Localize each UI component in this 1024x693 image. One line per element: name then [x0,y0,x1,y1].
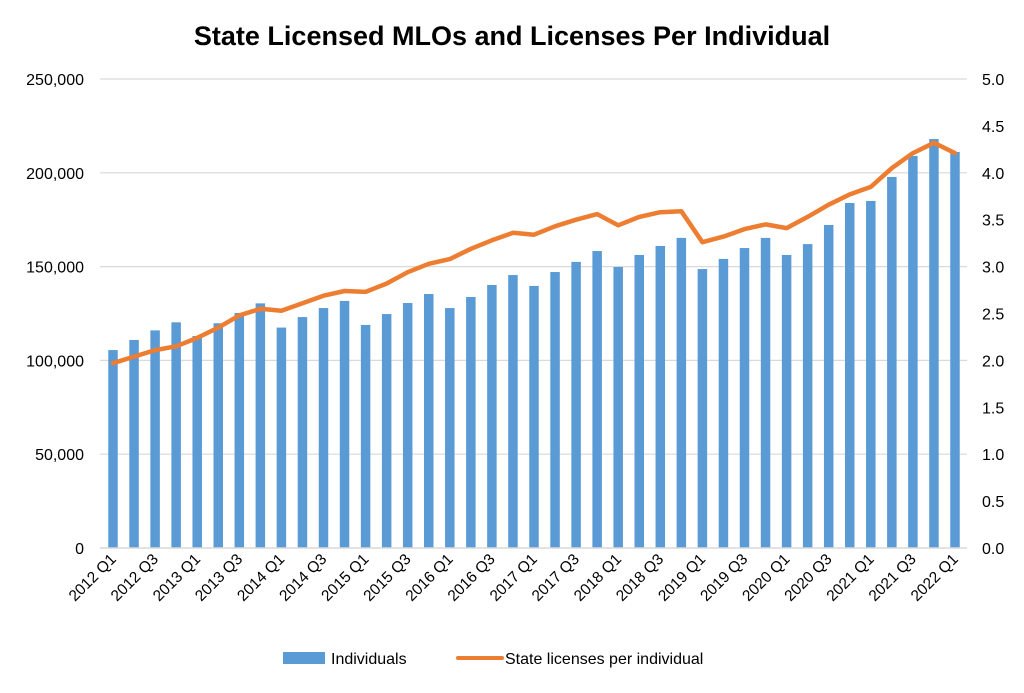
legend: Individuals State licenses per individua… [283,651,703,668]
gridlines [100,78,967,455]
bar [276,327,287,548]
bar [655,245,666,549]
y-tick-label-left: 0 [75,541,84,558]
bar [487,284,497,548]
y-axis-left: 0 50,000 100,000 150,000 200,000 250,000 [26,72,84,558]
legend-label-licenses-per-individual: State licenses per individual [505,651,703,668]
bar-series-individuals [108,139,960,549]
y-tick-label-right: 5.0 [982,72,1004,89]
bar [424,293,434,548]
y-tick-label-right: 2.5 [982,307,1004,324]
y-tick-label-left: 50,000 [35,447,84,464]
chart-title: State Licensed MLOs and Licenses Per Ind… [194,21,830,51]
bar [908,155,918,548]
y-tick-label-right: 3.0 [982,260,1004,277]
bar [550,272,560,548]
bar [466,296,476,548]
bar [950,151,960,549]
x-tick-label: 2022 Q1 [908,551,962,605]
bar [150,330,160,548]
bar [339,300,350,548]
bar [613,266,623,548]
bar [739,248,750,549]
bar [381,314,392,548]
y-axis-right: 0.0 0.5 1.0 1.5 2.0 2.5 3.0 3.5 4.0 4.5 5.0 [982,72,1004,558]
legend-item-individuals[interactable]: Individuals [283,651,407,668]
bar [297,317,308,548]
y-tick-label-right: 3.5 [982,213,1004,230]
legend-label-individuals: Individuals [331,651,407,668]
bar [760,237,771,548]
y-tick-label-right: 1.0 [982,447,1004,464]
bar [213,323,223,548]
bar [929,139,939,549]
bar [255,303,266,548]
bar [445,308,455,548]
bar [866,200,876,548]
bar [129,339,139,548]
bar [592,251,602,548]
bar [634,254,644,548]
bar [571,261,581,548]
y-tick-label-right: 1.5 [982,400,1004,417]
bar [845,203,855,548]
bar [697,269,708,548]
bar [887,176,897,549]
bar [360,324,371,548]
line-series-licenses-per-individual [110,140,958,366]
bar [318,308,329,548]
bar [781,254,792,548]
bar [108,350,118,548]
bar [192,336,202,548]
bar [718,258,729,548]
y-tick-label-left: 150,000 [26,260,84,277]
legend-swatch-individuals [283,652,325,664]
bar [823,224,834,548]
y-tick-label-left: 200,000 [26,166,84,183]
y-tick-label-right: 4.5 [982,119,1004,136]
bar [676,237,687,548]
bar [402,302,413,548]
bar [234,312,245,548]
y-tick-label-right: 4.0 [982,166,1004,183]
y-tick-label-left: 250,000 [26,72,84,89]
bar [171,322,181,548]
y-tick-label-left: 100,000 [26,353,84,370]
legend-item-licenses-per-individual[interactable]: State licenses per individual [456,651,703,668]
bar [529,285,539,548]
bar [508,275,518,548]
bar [802,244,813,548]
y-tick-label-right: 2.0 [982,353,1004,370]
y-tick-label-right: 0.0 [982,541,1004,558]
y-tick-label-right: 0.5 [982,494,1004,511]
